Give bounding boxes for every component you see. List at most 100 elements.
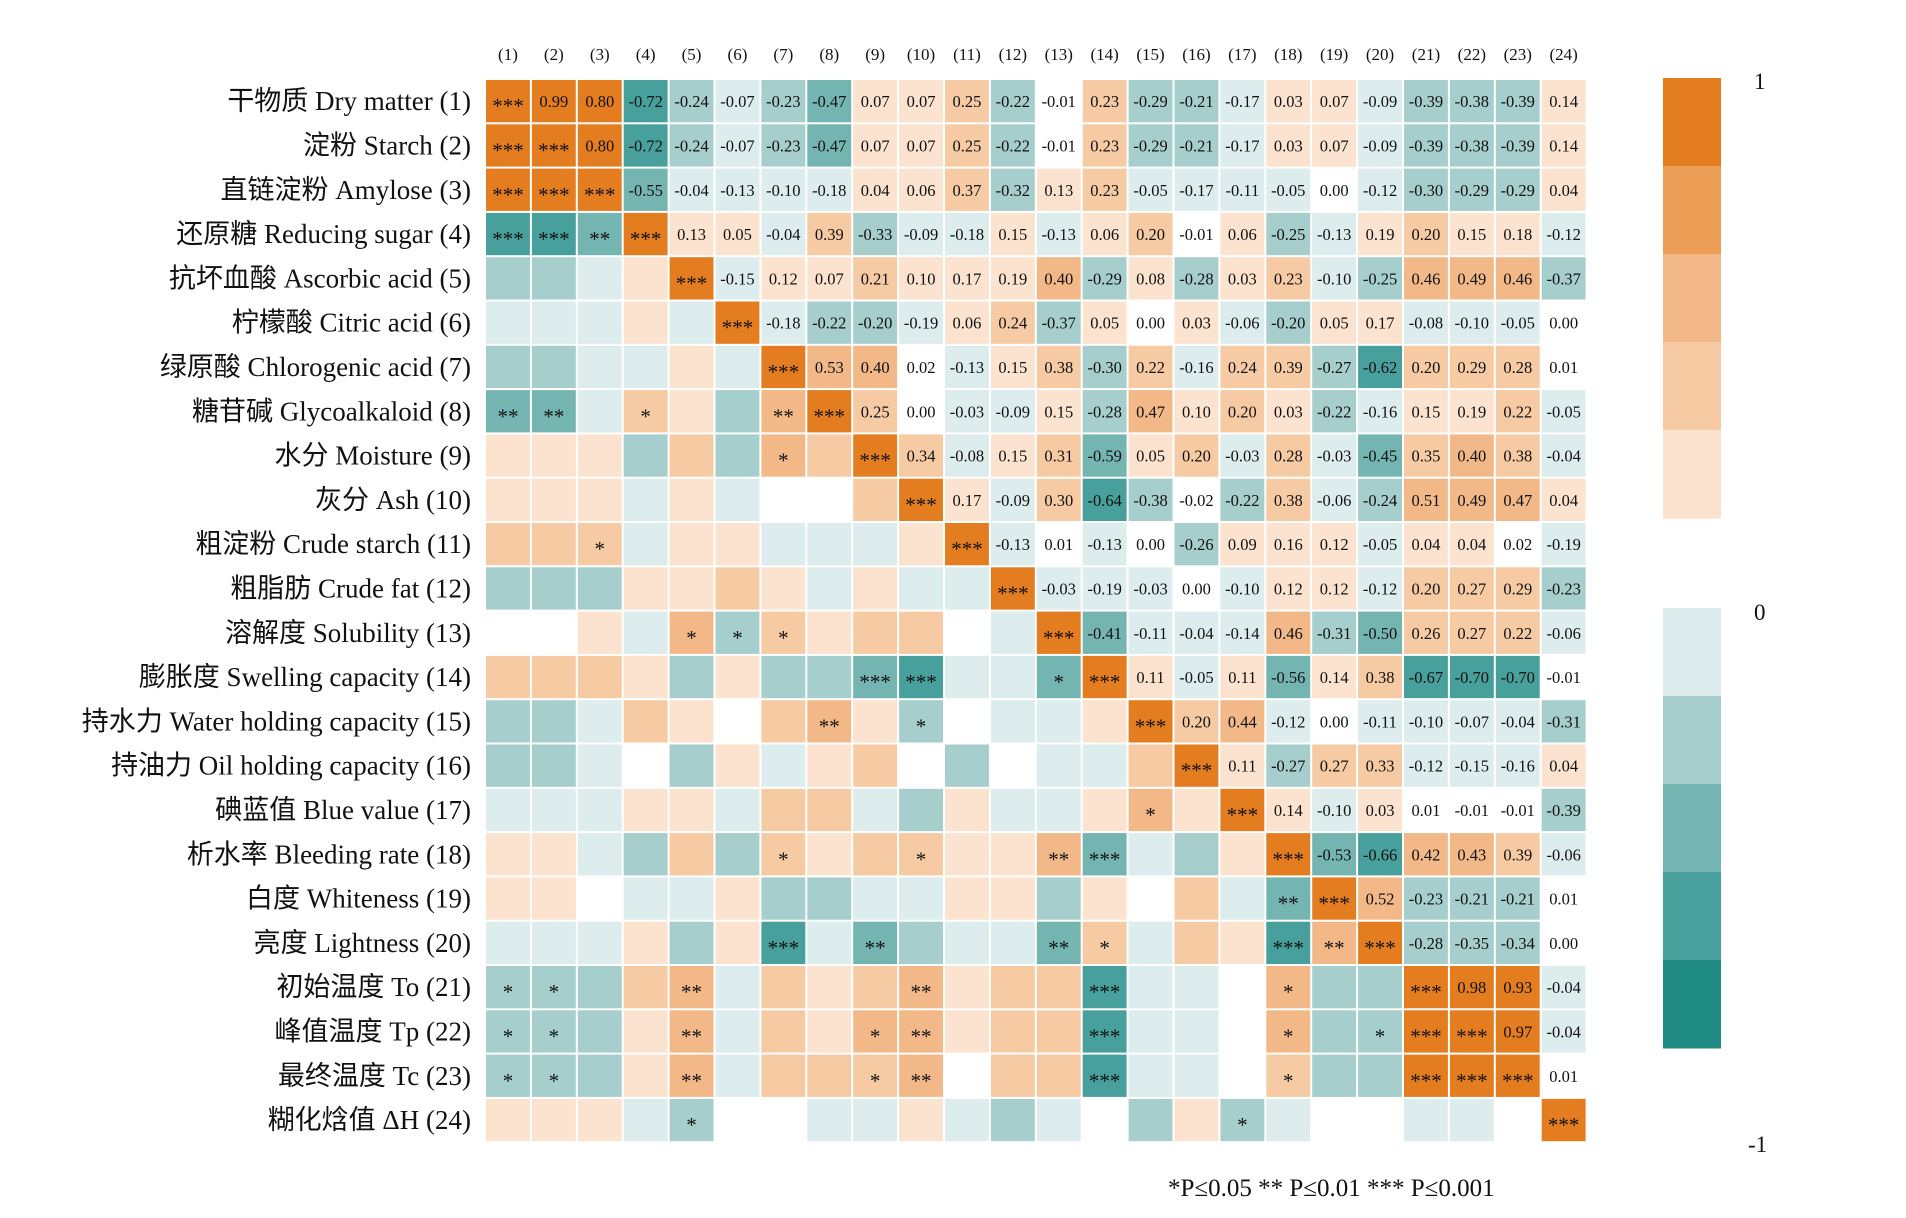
heatmap-cell: [1404, 478, 1448, 521]
cell-value-label: -0.53: [1317, 845, 1351, 864]
heatmap-cell: [761, 1010, 806, 1053]
legend-swatch-positive: [1663, 254, 1721, 343]
cell-value-label: 0.15: [998, 358, 1027, 377]
heatmap-cell: [1495, 700, 1540, 743]
heatmap-cell: [1358, 257, 1402, 300]
column-label: (21): [1412, 45, 1440, 64]
heatmap-cell: [1128, 1010, 1173, 1053]
heatmap-cell: [577, 80, 622, 123]
significance-marker: ***: [1089, 1024, 1121, 1048]
significance-marker: **: [1048, 936, 1069, 960]
heatmap-cell: [1128, 966, 1173, 1009]
significance-footnote: *P≤0.05 ** P≤0.01 *** P≤0.001: [1168, 1175, 1495, 1202]
heatmap-cell: [486, 390, 530, 433]
cell-value-label: 0.04: [1457, 535, 1486, 554]
significance-marker: **: [497, 404, 518, 428]
significance-marker: **: [543, 404, 564, 428]
heatmap-cell: [945, 921, 989, 964]
heatmap-cell: [990, 921, 1035, 964]
heatmap-cell: [1541, 168, 1586, 211]
heatmap-cell: [1266, 345, 1311, 389]
heatmap-cell: [1036, 434, 1081, 477]
heatmap-cell: [1312, 611, 1357, 654]
heatmap-cell: [990, 1098, 1035, 1142]
cell-value-label: -0.12: [1363, 181, 1397, 200]
heatmap-cell: [899, 877, 943, 920]
heatmap-cell: [623, 390, 668, 433]
heatmap-cell: [990, 1054, 1035, 1097]
heatmap-cell: [945, 212, 989, 256]
heatmap-cell: [1220, 80, 1265, 123]
row-label: 溶解度 Solubility (13): [225, 618, 471, 648]
heatmap-cell: [990, 478, 1035, 521]
cell-value-label: 0.05: [723, 225, 752, 244]
cell-value-label: -0.13: [950, 358, 984, 377]
heatmap-cell: [945, 655, 989, 699]
heatmap-cell: [577, 833, 622, 876]
heatmap-cell: [945, 1010, 989, 1053]
heatmap-cell: [577, 788, 622, 832]
legend-swatch-negative: [1663, 960, 1721, 1049]
cell-value-label: -0.10: [1409, 712, 1443, 731]
heatmap-cell: [1266, 478, 1311, 521]
heatmap-cell: [669, 80, 714, 123]
cell-value-label: 0.22: [1136, 358, 1165, 377]
cell-value-label: 0.02: [1503, 535, 1532, 554]
cell-value-label: -0.02: [1179, 491, 1213, 510]
cell-value-label: -0.22: [812, 314, 846, 333]
heatmap-cell: [1404, 390, 1448, 433]
heatmap-cell: [1082, 1010, 1127, 1053]
cell-value-label: 0.03: [1274, 92, 1303, 111]
heatmap-cell: [531, 567, 576, 610]
cell-value-label: -0.01: [1501, 801, 1535, 820]
cell-value-label: 0.00: [1136, 535, 1165, 554]
heatmap-cell: [807, 80, 852, 123]
heatmap-cell: [945, 390, 989, 433]
legend-swatch-negative: [1663, 784, 1721, 873]
cell-value-label: 0.31: [1044, 447, 1073, 466]
heatmap-cell: [1358, 124, 1402, 167]
heatmap-cell: [1312, 921, 1357, 964]
heatmap-cell: [807, 921, 852, 964]
cell-value-label: 0.01: [1412, 801, 1441, 820]
column-label: (20): [1366, 45, 1394, 64]
significance-marker: ***: [492, 183, 524, 207]
heatmap-cell: [1404, 212, 1448, 256]
heatmap-cell: [1082, 390, 1127, 433]
heatmap-cell: [1495, 212, 1540, 256]
heatmap-cell: [1541, 212, 1586, 256]
cell-value-label: 0.14: [1549, 136, 1578, 155]
significance-marker: ***: [768, 936, 800, 960]
heatmap-cell: [853, 567, 898, 610]
significance-marker: ***: [1089, 980, 1121, 1004]
heatmap-cell: [669, 168, 714, 211]
cell-value-label: -0.05: [1179, 668, 1213, 687]
cell-value-label: -0.10: [1225, 579, 1259, 598]
column-label: (5): [682, 45, 702, 64]
heatmap-cell: [1541, 478, 1586, 521]
heatmap-cell: [807, 345, 852, 389]
heatmap-cell: [1312, 567, 1357, 610]
cell-value-label: -0.07: [1455, 712, 1489, 731]
heatmap-cell: [623, 788, 668, 832]
cell-value-label: 0.38: [1044, 358, 1073, 377]
legend-swatch-positive: [1663, 78, 1721, 167]
heatmap-cell: [1541, 1010, 1586, 1053]
heatmap-cell: [715, 611, 760, 654]
heatmap-cell: [761, 345, 806, 389]
heatmap-cell: [761, 168, 806, 211]
heatmap-cell: [1266, 966, 1311, 1009]
significance-marker: *: [503, 980, 514, 1004]
significance-marker: ***: [722, 316, 754, 340]
significance-marker: ***: [492, 94, 524, 118]
cell-value-label: -0.18: [766, 314, 800, 333]
cell-value-label: 0.06: [1090, 225, 1119, 244]
cell-value-label: 0.14: [1549, 92, 1578, 111]
column-label: (9): [865, 45, 885, 64]
heatmap-cell: [1449, 1054, 1494, 1097]
heatmap-cell: [1449, 611, 1494, 654]
cell-value-label: 0.47: [1503, 491, 1532, 510]
heatmap-cell: [531, 345, 576, 389]
heatmap-cell: [1174, 921, 1219, 964]
row-label: 灰分 Ash (10): [315, 485, 471, 515]
